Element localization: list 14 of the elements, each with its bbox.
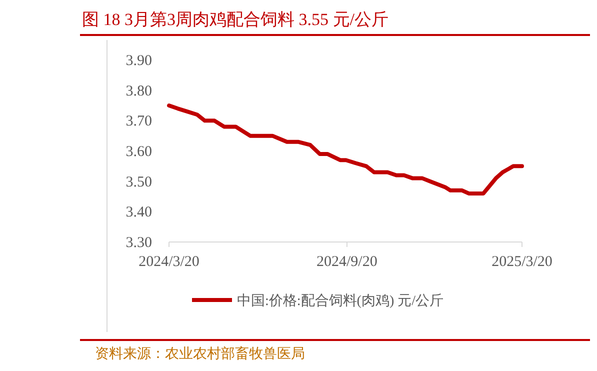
- chart-title: 图 18 3月第3周肉鸡配合饲料 3.55 元/公斤: [82, 10, 388, 29]
- y-tick-label: 3.70: [126, 114, 152, 130]
- y-tick-label: 3.80: [126, 83, 152, 100]
- y-tick-label: 3.50: [126, 174, 152, 190]
- text: 资料来源：农业农村部畜牧兽医局: [95, 345, 305, 362]
- y-tick-label: 3.30: [126, 235, 152, 251]
- legend-label: 中国:价格:配合饲料(肉鸡) 元/公斤: [237, 293, 444, 309]
- y-tick-label: 3.90: [126, 53, 152, 69]
- x-tick-label: 2025/3/20: [492, 254, 552, 270]
- y-tick-label: 3.60: [126, 144, 152, 160]
- y-tick-label: 3.40: [126, 204, 152, 221]
- x-tick-label: 2024/3/20: [138, 254, 200, 270]
- x-tick-label: 2024/9/20: [316, 254, 378, 270]
- line-series: [167, 104, 524, 196]
